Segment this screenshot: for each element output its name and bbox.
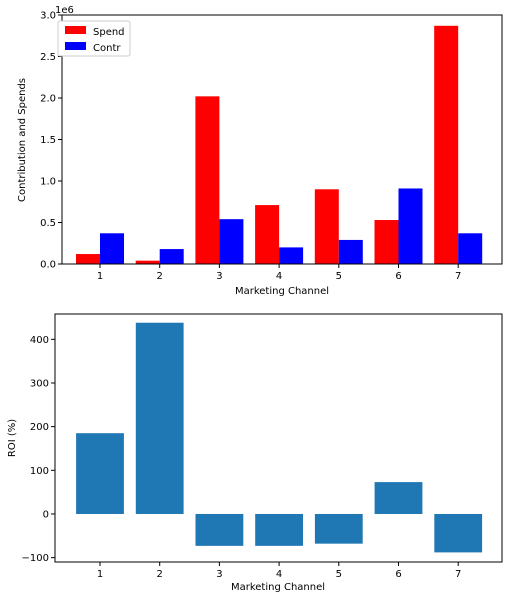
bar-spend-4 [255,205,280,264]
legend-swatch-spend [65,26,86,34]
top-x-axis-label: Marketing Channel [235,286,329,297]
bar-spend-6 [374,220,399,264]
bottom-x-tick-label: 1 [97,569,103,580]
top-offset-text: 1e6 [55,5,74,16]
top-y-tick-label: 0.0 [40,260,56,271]
bottom-x-tick-label: 6 [395,569,401,580]
bottom-y-axis-label: ROI (%) [7,419,18,457]
bottom-x-tick-label: 7 [455,569,461,580]
contribution-spends-chart: 1 2 3 4 5 6 7 0.0 0.5 1.0 1.5 2.0 2.5 3.0 1e6 Marketi… [17,5,503,297]
top-x-tick-label: 5 [336,271,342,282]
bottom-y-tick-label: 0 [43,509,49,520]
bottom-x-tick-label: 5 [336,569,342,580]
bar-roi-3 [195,513,244,546]
bottom-y-tick-label: 200 [30,422,49,433]
bar-roi-5 [314,513,363,544]
top-y-tick-label: 1.5 [40,135,56,146]
top-y-tick-label: 2.0 [40,94,56,105]
bar-contr-1 [100,233,124,264]
top-y-tick-label: 3.0 [40,11,56,22]
top-x-tick-label: 1 [97,271,103,282]
top-x-tick-label: 3 [216,271,222,282]
top-axes: 1 2 3 4 5 6 7 0.0 0.5 1.0 1.5 2.0 2.5 3.0 [40,11,461,283]
bar-spend-5 [314,189,339,264]
bottom-bars [76,322,483,553]
roi-chart: 1 2 3 4 5 6 7 −100 0 100 200 300 400 Marketing Chann… [7,313,503,593]
top-x-tick-label: 4 [276,271,282,282]
bottom-plot-frame [54,313,503,563]
bar-roi-6 [374,482,423,514]
bottom-y-tick-label: 400 [30,335,49,346]
bottom-x-axis-label: Marketing Channel [231,582,325,593]
bar-spend-1 [76,254,100,264]
top-bars [76,25,483,265]
bar-contr-6 [398,188,423,264]
bar-contr-5 [338,239,363,264]
bar-roi-7 [434,513,483,553]
bar-spend-7 [434,25,459,265]
top-y-tick-label: 1.0 [40,177,56,188]
bottom-y-tick-label: 300 [30,378,49,389]
top-x-tick-label: 7 [455,271,461,282]
bottom-y-tick-label: 100 [30,466,49,477]
bar-contr-2 [159,249,184,264]
bottom-x-tick-label: 3 [216,569,222,580]
legend-label-contr: Contr [93,43,121,54]
bottom-x-tick-label: 2 [157,569,163,580]
legend-swatch-contr [65,42,86,50]
bottom-y-tick-label: −100 [22,553,49,564]
bar-spend-3 [195,96,220,264]
bar-roi-1 [76,433,124,514]
legend: Spend Contr [57,20,131,57]
bar-contr-3 [219,219,244,264]
legend-label-spend: Spend [93,27,125,38]
bar-roi-2 [135,322,184,514]
top-x-tick-label: 6 [395,271,401,282]
top-y-tick-label: 2.5 [40,52,56,63]
top-x-tick-label: 2 [157,271,163,282]
bottom-axes: 1 2 3 4 5 6 7 −100 0 100 200 300 400 [22,335,462,580]
bar-roi-4 [255,513,303,546]
bar-contr-7 [458,233,483,264]
top-y-axis-label: Contribution and Spends [17,78,28,202]
bottom-x-tick-label: 4 [276,569,282,580]
top-y-tick-label: 0.5 [40,218,56,229]
bar-contr-4 [279,247,304,264]
bar-spend-2 [135,260,160,264]
